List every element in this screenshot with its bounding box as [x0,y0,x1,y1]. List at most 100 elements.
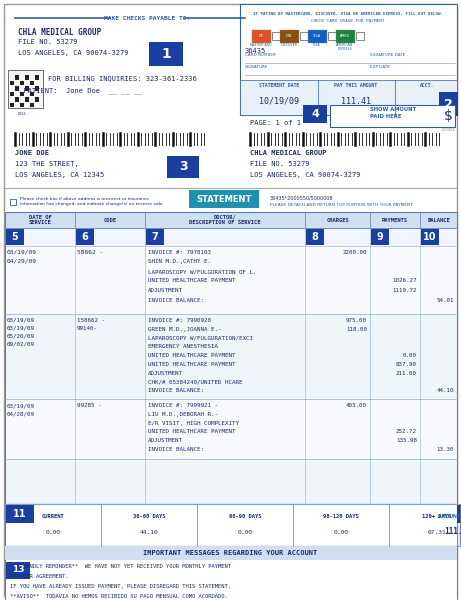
Text: INVOICE BALANCE:: INVOICE BALANCE: [148,298,204,302]
Text: VISA: VISA [313,34,321,38]
Text: 120+ DAYS: 120+ DAYS [422,514,452,518]
Text: 6: 6 [82,232,89,242]
Text: CURRENT: CURRENT [41,514,65,518]
Text: INVOICE #: 7990920: INVOICE #: 7990920 [148,318,211,323]
Text: INVOICE #: 7978103: INVOICE #: 7978103 [148,250,211,255]
Text: 60-90 DAYS: 60-90 DAYS [229,514,261,518]
Text: PAYMENTS: PAYMENTS [382,217,408,223]
FancyBboxPatch shape [306,229,324,245]
Text: SIGNATURE: SIGNATURE [245,65,268,69]
Bar [25,86,29,91]
FancyBboxPatch shape [457,505,461,523]
Text: ADJUSTMENT: ADJUSTMENT [148,438,183,443]
Bar [5,212,457,504]
Text: 13: 13 [12,565,24,575]
FancyBboxPatch shape [303,105,327,123]
Bar [5,228,457,246]
Text: 500004: 500004 [442,128,455,132]
Text: INVOICE #: 7999921 -: INVOICE #: 7999921 - [148,403,218,408]
Text: 2200.00: 2200.00 [343,250,367,255]
Text: 0151: 0151 [18,112,26,116]
Bar [15,86,19,91]
Text: 10/19/09: 10/19/09 [259,97,299,106]
Text: 1: 1 [161,47,171,61]
Text: MAKE CHECKS PAYABLE TO:: MAKE CHECKS PAYABLE TO: [104,16,190,20]
Text: IMPORTANT MESSAGES REGARDING YOUR ACCOUNT: IMPORTANT MESSAGES REGARDING YOUR ACCOUN… [143,550,317,556]
Text: ADJUSTMENT: ADJUSTMENT [148,371,183,376]
Bar [5,546,457,560]
Text: 4: 4 [311,109,319,119]
Text: 111.41: 111.41 [444,527,461,536]
Bar [10,199,16,205]
Text: PLEASE DETACH AND RETURN TOP PORTION WITH YOUR PAYMENT: PLEASE DETACH AND RETURN TOP PORTION WIT… [270,203,413,207]
Text: CARD NUMBER: CARD NUMBER [245,53,276,57]
Bar [25,75,29,79]
Text: GREEN M.D.,JOANNA E.-: GREEN M.D.,JOANNA E.- [148,327,221,332]
Text: 54.01: 54.01 [437,298,454,302]
Text: 123 THE STREET,: 123 THE STREET, [15,161,79,167]
Text: INVOICE BALANCE:: INVOICE BALANCE: [148,388,204,394]
Text: AMERICAN
EXPRESS: AMERICAN EXPRESS [337,43,354,51]
Text: 3: 3 [179,160,187,173]
Bar [8,70,43,108]
FancyBboxPatch shape [371,229,389,245]
Text: 36435*2000550/5000008: 36435*2000550/5000008 [270,195,333,200]
Bar [25,97,29,101]
Text: STATEMENT: STATEMENT [196,194,252,203]
Text: CHK/# 05384240/UNITED HCARE: CHK/# 05384240/UNITED HCARE [148,380,242,385]
Text: 30-60 DAYS: 30-60 DAYS [133,514,165,518]
Text: CHECK CARD USAGE FOR PAYMENT: CHECK CARD USAGE FOR PAYMENT [311,19,385,23]
Text: LOS ANGELES, CA 12345: LOS ANGELES, CA 12345 [15,172,104,178]
Text: 403.00: 403.00 [346,403,367,408]
Text: JONE DOE: JONE DOE [15,150,49,156]
FancyBboxPatch shape [6,229,24,245]
Text: UNITED HEALTHCARE PAYMENT: UNITED HEALTHCARE PAYMENT [148,353,236,358]
Bar [272,32,280,40]
Bar [5,504,457,546]
Text: 10: 10 [423,232,437,242]
FancyBboxPatch shape [167,156,199,178]
Text: ADJUSTMENT: ADJUSTMENT [148,288,183,293]
Bar [5,546,457,600]
Text: 0.00: 0.00 [333,529,349,535]
Text: PAGE: 1 of 1: PAGE: 1 of 1 [250,120,301,126]
Text: INVOICE BALANCE:: INVOICE BALANCE: [148,447,204,452]
Text: 11: 11 [13,509,27,519]
Text: PER OUR AGREEMENT.: PER OUR AGREEMENT. [10,574,69,579]
Text: DIN: DIN [286,34,292,38]
Text: 1026.27: 1026.27 [392,278,417,283]
Text: 5: 5 [12,232,18,242]
Text: MC: MC [258,34,264,38]
Text: DATE OF
SERVICE: DATE OF SERVICE [29,215,51,226]
Text: 2: 2 [443,97,452,110]
Text: 8: 8 [312,232,319,242]
Text: 03/19/09
04/28/09: 03/19/09 04/28/09 [7,403,35,416]
Text: MASTERCARD: MASTERCARD [250,43,272,47]
Bar [5,246,457,314]
FancyBboxPatch shape [6,505,34,523]
Bar [30,80,34,85]
Text: 111.41: 111.41 [341,97,371,106]
FancyBboxPatch shape [307,29,326,43]
Text: DOCTOR/
DESCRIPTION OF SERVICE: DOCTOR/ DESCRIPTION OF SERVICE [189,215,261,226]
FancyBboxPatch shape [439,92,458,116]
Text: 03/19/09
03/19/09
05/26/09
09/02/09: 03/19/09 03/19/09 05/26/09 09/02/09 [7,318,35,346]
Text: 9: 9 [377,232,384,242]
Text: 99285 -: 99285 - [77,403,101,408]
Text: FILE NO. 53279: FILE NO. 53279 [250,161,309,167]
Text: AMOUNT DUE:: AMOUNT DUE: [438,514,461,518]
Bar [10,91,14,96]
Text: 252.72: 252.72 [396,430,417,434]
Text: EXP DATE: EXP DATE [370,65,390,69]
Text: 44.10: 44.10 [140,529,159,535]
Text: VISA: VISA [313,43,321,47]
Bar [5,459,457,504]
Text: FILE NO. 53279: FILE NO. 53279 [18,39,77,45]
Text: PAY THIS AMOUNT: PAY THIS AMOUNT [334,83,378,88]
Text: STATEMENT DATE: STATEMENT DATE [259,83,299,88]
Bar [35,86,39,91]
Text: 36435: 36435 [245,48,266,54]
Text: IF YOU HAVE ALREADY ISSUED PAYMENT, PLEASE DISREGARD THIS STATEMENT.: IF YOU HAVE ALREADY ISSUED PAYMENT, PLEA… [10,584,231,589]
Text: ACCT.: ACCT. [420,83,434,88]
Text: 44.10: 44.10 [437,388,454,394]
